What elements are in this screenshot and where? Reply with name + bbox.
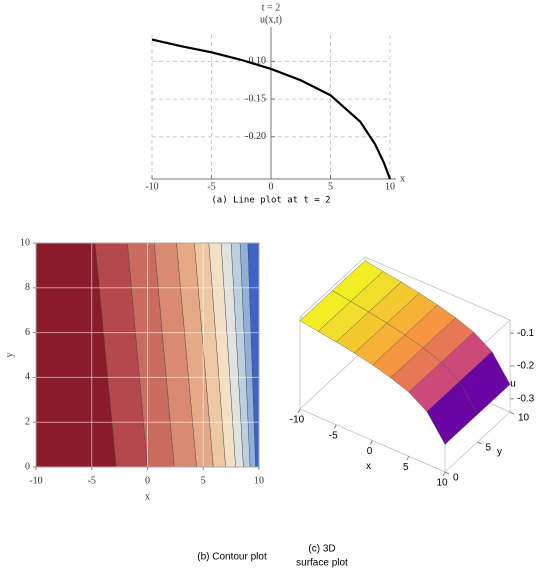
y-tick-label: 0 [25, 461, 30, 472]
y-tick-label: 10 [20, 237, 30, 248]
chart-title: t = 2 [262, 2, 280, 13]
x-tick-label: -5 [88, 475, 96, 486]
y-tick-label: 8 [25, 282, 30, 293]
contour-line [220, 242, 236, 468]
contour-band [95, 243, 148, 467]
contour-line [153, 242, 175, 468]
caption: surface plot [296, 558, 348, 569]
x-tick-label: 5 [328, 181, 333, 192]
x-tick-label: -10 [145, 181, 158, 192]
x-tick-label: 10 [436, 478, 448, 489]
x-tick-label: 5 [201, 475, 206, 486]
tick-mark [297, 408, 301, 414]
tick-mark [477, 441, 482, 445]
y-tick-label: 2 [25, 416, 30, 427]
contour-band [176, 243, 214, 467]
contour-line [230, 242, 244, 468]
x-tick-label: -5 [329, 430, 338, 441]
contour-line [208, 242, 226, 468]
contour-band [36, 243, 117, 467]
y-tick-label: -0.15 [245, 93, 266, 104]
caption: (c) 3D [308, 544, 335, 555]
y-axis-label: u(x,t) [260, 14, 282, 25]
x-tick-label: -10 [290, 415, 305, 426]
z-tick-label: -0.2 [517, 361, 535, 372]
tick-mark [370, 440, 373, 445]
x-axis-label: x [400, 173, 405, 184]
box-edge [299, 256, 366, 318]
contour-band [221, 243, 244, 467]
tick-mark [442, 471, 446, 477]
x-tick-label: 5 [403, 462, 409, 473]
contour-line [247, 242, 256, 468]
y-tick-label: 4 [25, 372, 30, 383]
contour-band [247, 243, 259, 467]
contour-line [176, 242, 197, 468]
tick-mark [406, 456, 410, 461]
z-tick-label: -0.1 [517, 328, 535, 339]
data-line [151, 38, 392, 180]
y-axis-label: y [4, 353, 15, 358]
y-tick-label: -0.10 [245, 56, 266, 67]
contour-band [240, 243, 256, 467]
y-axis-label: y [497, 447, 502, 458]
contour-band [154, 243, 197, 467]
box-edge [364, 256, 511, 321]
y-tick-label: -0.20 [245, 131, 266, 142]
tick-mark [333, 424, 337, 429]
surface-patch [426, 381, 478, 445]
box-edge [299, 348, 366, 410]
z-axis-label: u [510, 379, 516, 390]
x-tick-label: 0 [145, 475, 150, 486]
x-axis-label: x [366, 461, 371, 472]
caption: (a) Line plot at t = 2 [211, 196, 330, 206]
x-tick-label: -5 [207, 181, 215, 192]
contour-line [239, 242, 251, 468]
x-tick-label: 0 [269, 181, 274, 192]
tick-mark [509, 411, 515, 415]
contour-band [231, 243, 251, 467]
z-tick-label: -0.3 [517, 393, 535, 404]
y-tick-label: 10 [518, 413, 530, 424]
plot-frame [35, 242, 260, 468]
caption: (b) Contour plot [197, 552, 267, 563]
x-axis-label: x [145, 491, 150, 502]
x-tick-label: 10 [254, 475, 264, 486]
contour-line [94, 242, 117, 468]
contour-band [194, 243, 226, 467]
contour-band [127, 243, 175, 467]
contour-band [208, 243, 236, 467]
y-tick-label: 0 [453, 473, 459, 484]
y-tick-label: 5 [486, 443, 492, 454]
contour-line [127, 242, 148, 468]
x-tick-label: 0 [367, 446, 373, 457]
x-tick-label: -10 [29, 475, 42, 486]
tick-mark [444, 471, 450, 475]
contour-line [194, 242, 214, 468]
x-tick-label: 10 [385, 181, 395, 192]
y-tick-label: 6 [25, 327, 30, 338]
